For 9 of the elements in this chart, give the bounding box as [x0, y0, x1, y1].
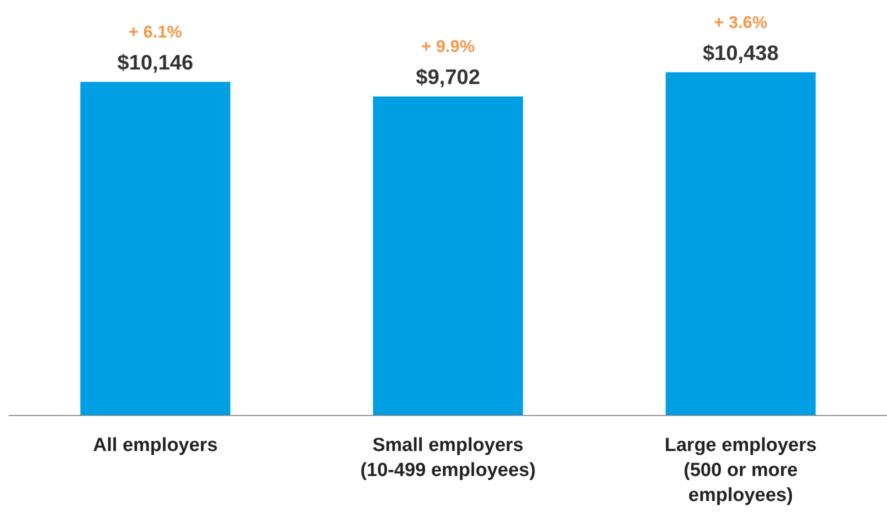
data-label: $10,438 [702, 42, 779, 65]
x-tick-label: Small employers (10-499 employees) [360, 435, 536, 481]
data-label: $9,702 [416, 66, 480, 89]
x-tick-label: Large employers (500 or more employees) [664, 435, 817, 506]
x-tick-label: All employers [93, 435, 218, 456]
data-label: $10,146 [117, 51, 194, 74]
text: + 9.9% [421, 36, 475, 56]
text: + 6.1% [128, 22, 182, 42]
text: + 3.6% [714, 12, 768, 32]
